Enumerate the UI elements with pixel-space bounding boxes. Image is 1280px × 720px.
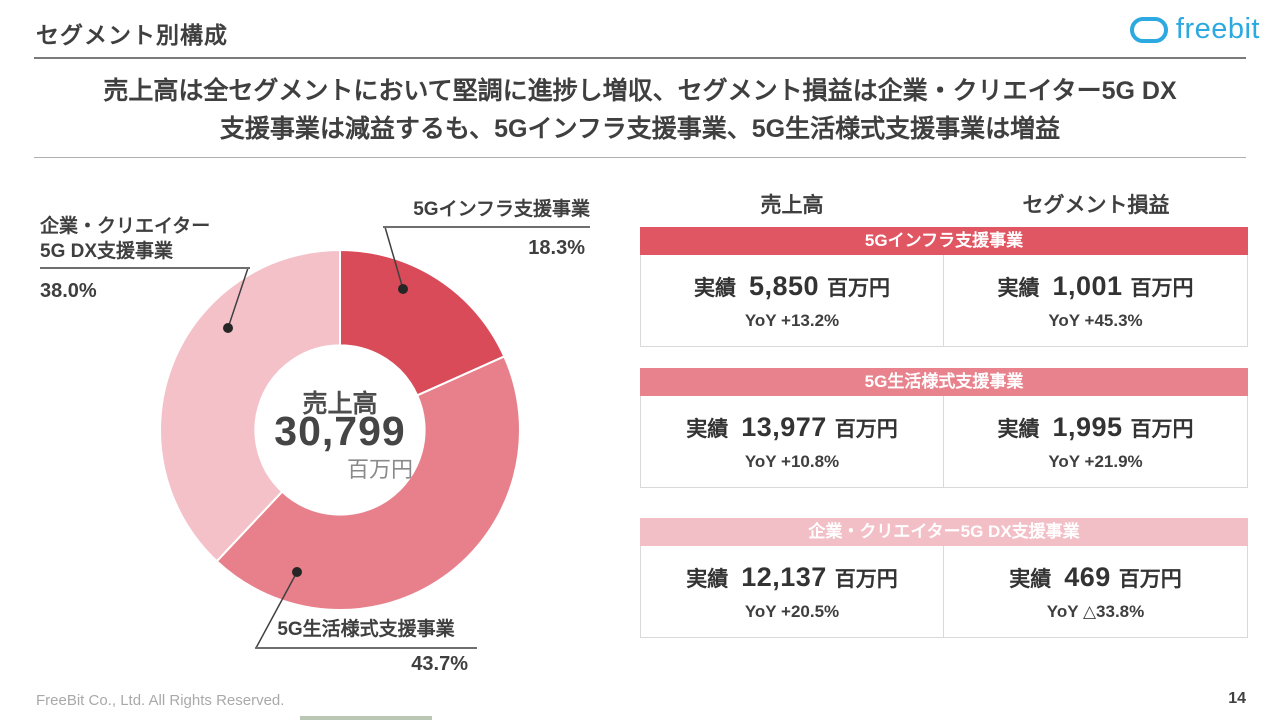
- profit-actual: 実績 469 百万円: [1009, 562, 1182, 593]
- slice-pct-dx: 38.0%: [40, 280, 97, 302]
- headline-line-2: 支援事業は減益するも、5Gインフラ支援事業、5G生活様式支援事業は増益: [219, 115, 1061, 143]
- freebit-logo: freebit: [1129, 13, 1260, 46]
- segment-table-body: 実績 5,850 百万円 YoY +13.2% 実績 1,001 百万円 YoY…: [640, 255, 1248, 347]
- actual-unit: 百万円: [834, 417, 898, 441]
- page-title: セグメント別構成: [36, 22, 228, 48]
- profit-yoy: YoY +21.9%: [1048, 451, 1143, 471]
- revenue-cell: 実績 13,977 百万円 YoY +10.8%: [641, 396, 944, 487]
- copyright: FreeBit Co., Ltd. All Rights Reserved.: [36, 692, 285, 709]
- callout-line-dx: [227, 267, 249, 329]
- callout-line-infra: [384, 226, 404, 290]
- slice-label-rule-lifestyle: [255, 647, 477, 649]
- actual-value: 13,977: [741, 411, 827, 442]
- donut-center-unit: 百万円: [346, 457, 413, 482]
- revenue-cell: 実績 5,850 百万円 YoY +13.2%: [641, 255, 944, 346]
- profit-yoy: YoY +45.3%: [1048, 310, 1143, 330]
- actual-label: 実績: [693, 276, 736, 300]
- profit-yoy: YoY △33.8%: [1046, 601, 1145, 621]
- revenue-actual: 実績 12,137 百万円: [686, 562, 898, 593]
- segment-table-body: 実績 13,977 百万円 YoY +10.8% 実績 1,995 百万円 Yo…: [640, 396, 1248, 488]
- segment-table-header: 5G生活様式支援事業: [640, 368, 1248, 396]
- actual-unit: 百万円: [1130, 276, 1194, 300]
- actual-value: 1,001: [1052, 270, 1123, 301]
- revenue-actual: 実績 5,850 百万円: [694, 271, 890, 302]
- profit-cell: 実績 469 百万円 YoY △33.8%: [944, 546, 1247, 637]
- revenue-yoy: YoY +13.2%: [744, 310, 840, 330]
- slice-label-dx-line2: 5G DX支援事業: [40, 241, 174, 262]
- revenue-actual: 実績 13,977 百万円: [686, 412, 898, 443]
- revenue-cell: 実績 12,137 百万円 YoY +20.5%: [641, 546, 944, 637]
- headline-line-1: 売上高は全セグメントにおいて堅調に進捗し増収、セグメント損益は企業・クリエイター…: [103, 77, 1177, 105]
- page-number: 14: [1228, 690, 1246, 707]
- donut-center-value: 30,799: [274, 408, 406, 454]
- actual-unit: 百万円: [1130, 417, 1194, 441]
- callout-dot-lifestyle: [292, 567, 302, 577]
- freebit-cloud-icon: [1129, 16, 1168, 43]
- donut-center-label: 売上高: [302, 390, 378, 418]
- freebit-logo-text: freebit: [1175, 13, 1260, 45]
- slice-pct-lifestyle: 43.7%: [411, 653, 468, 675]
- slice-label-rule-dx: [40, 267, 250, 269]
- donut-slice: [339, 248, 506, 397]
- profit-actual: 実績 1,001 百万円: [997, 271, 1193, 302]
- actual-label: 実績: [1009, 567, 1052, 591]
- actual-unit: 百万円: [827, 276, 891, 300]
- segment-table-header: 企業・クリエイター5G DX支援事業: [640, 518, 1248, 546]
- slice-label-infra: 5Gインフラ支援事業: [413, 199, 590, 220]
- actual-value: 1,995: [1052, 411, 1123, 442]
- callout-dot-infra: [398, 284, 408, 294]
- profit-cell: 実績 1,001 百万円 YoY +45.3%: [944, 255, 1247, 346]
- slice-label-dx: 企業・クリエイター 5G DX支援事業: [40, 214, 300, 264]
- segment-table-infra: 5Gインフラ支援事業 実績 5,850 百万円 YoY +13.2% 実績 1,…: [640, 227, 1248, 347]
- slice-pct-infra: 18.3%: [528, 237, 585, 259]
- actual-label: 実績: [997, 276, 1040, 300]
- revenue-yoy: YoY +10.8%: [744, 451, 840, 471]
- column-header-revenue: 売上高: [760, 194, 824, 217]
- headline-divider: [34, 157, 1246, 158]
- slice-label-lifestyle: 5G生活様式支援事業: [277, 619, 455, 640]
- profit-cell: 実績 1,995 百万円 YoY +21.9%: [944, 396, 1247, 487]
- actual-value: 469: [1064, 561, 1111, 592]
- actual-label: 実績: [997, 417, 1040, 441]
- actual-unit: 百万円: [834, 567, 898, 591]
- actual-unit: 百万円: [1118, 567, 1182, 591]
- actual-label: 実績: [686, 417, 729, 441]
- actual-label: 実績: [686, 567, 729, 591]
- profit-actual: 実績 1,995 百万円: [997, 412, 1193, 443]
- actual-value: 5,850: [748, 270, 820, 301]
- title-divider: [34, 57, 1246, 59]
- headline: 売上高は全セグメントにおいて堅調に進捗し増収、セグメント損益は企業・クリエイター…: [0, 72, 1280, 148]
- callout-dot-dx: [223, 323, 233, 333]
- segment-table-dx: 企業・クリエイター5G DX支援事業 実績 12,137 百万円 YoY +20…: [640, 518, 1248, 638]
- actual-value: 12,137: [741, 561, 827, 592]
- slice-label-dx-line1: 企業・クリエイター: [40, 216, 211, 237]
- slice-label-rule-infra: [383, 226, 590, 228]
- column-header-profit: セグメント損益: [1022, 194, 1170, 217]
- segment-table-header: 5Gインフラ支援事業: [640, 227, 1248, 255]
- bottom-edge-artifact: [300, 716, 432, 720]
- revenue-yoy: YoY +20.5%: [744, 601, 840, 621]
- segment-table-lifestyle: 5G生活様式支援事業 実績 13,977 百万円 YoY +10.8% 実績 1…: [640, 368, 1248, 488]
- segment-table-body: 実績 12,137 百万円 YoY +20.5% 実績 469 百万円 YoY …: [640, 546, 1248, 638]
